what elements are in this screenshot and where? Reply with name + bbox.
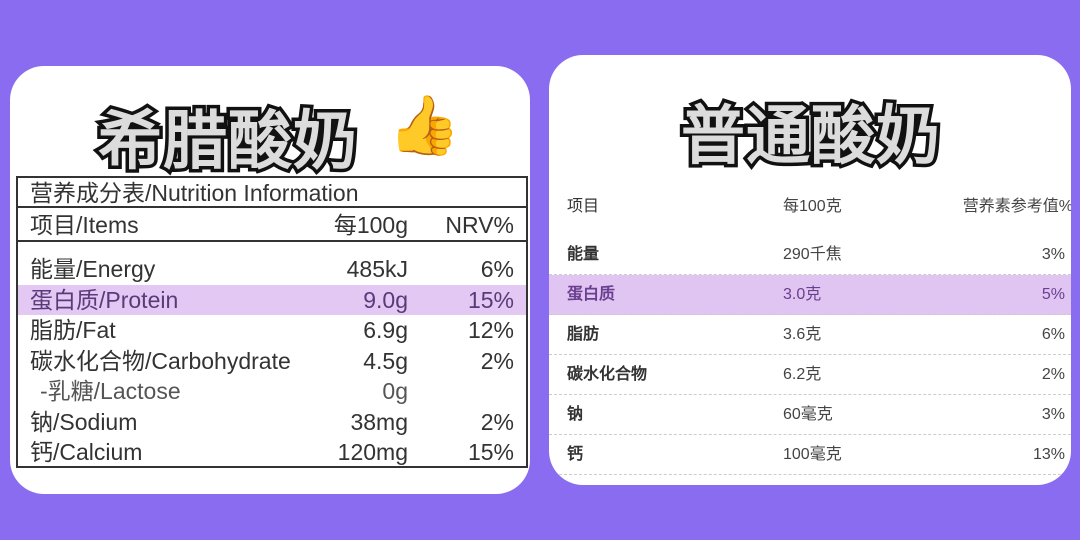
- table-row: -乳糖/Lactose 0g: [18, 376, 526, 406]
- per100-value: 9.0g: [363, 286, 408, 313]
- table-row: 脂肪/Fat 6.9g 12%: [18, 315, 526, 345]
- per100-value: 6.2克: [783, 366, 822, 383]
- nutrition-table: 营养成分表/Nutrition Information 项目/Items 每10…: [16, 176, 528, 468]
- regular-yogurt-card: 普通酸奶 项目 每100克 营养素参考值% 能量 290千焦 3% 蛋白质 3.0克 5%…: [549, 55, 1071, 485]
- per100-value: 38mg: [350, 408, 408, 435]
- nrv-value: 2%: [480, 347, 514, 374]
- header-nrv: NRV%: [445, 212, 514, 238]
- item-name: 脂肪: [567, 326, 600, 343]
- per100-value: 290千焦: [783, 246, 842, 263]
- item-name: 钙/Calcium: [30, 439, 143, 465]
- nrv-value: 3%: [1041, 406, 1065, 423]
- per100-value: 6.9g: [363, 317, 408, 343]
- nrv-value: 15%: [467, 286, 514, 313]
- item-name: 能量: [567, 246, 600, 263]
- nrv-value: 15%: [467, 439, 514, 465]
- table-title: 营养成分表/Nutrition Information: [18, 178, 526, 208]
- item-name: -乳糖/Lactose: [40, 378, 181, 404]
- item-name: 蛋白质/Protein: [30, 286, 179, 313]
- table-header: 项目 每100克 营养素参考值%: [549, 195, 1071, 219]
- greek-yogurt-card: 希腊酸奶 👍 营养成分表/Nutrition Information 项目/It…: [10, 66, 530, 494]
- item-name: 碳水化合物/Carbohydrate: [30, 347, 291, 374]
- per100-value: 120mg: [337, 439, 408, 465]
- nrv-value: 13%: [1032, 446, 1065, 463]
- table-row: 钠/Sodium 38mg 2%: [18, 407, 526, 437]
- item-name: 能量/Energy: [30, 256, 156, 282]
- table-row: 能量 290千焦 3%: [549, 235, 1071, 275]
- item-name: 钠/Sodium: [30, 408, 138, 435]
- per100-value: 3.6克: [783, 326, 822, 343]
- header-nrv: 营养素参考值%: [962, 198, 1071, 215]
- table-row: 碳水化合物/Carbohydrate 4.5g 2%: [18, 346, 526, 376]
- per100-value: 4.5g: [363, 347, 408, 374]
- nrv-value: 2%: [480, 408, 514, 435]
- table-row: 碳水化合物 6.2克 2%: [549, 355, 1071, 395]
- greek-yogurt-title: 希腊酸奶: [95, 102, 361, 181]
- per100-value: 100毫克: [783, 446, 842, 463]
- item-name: 蛋白质: [567, 286, 616, 303]
- per100-value: 60毫克: [783, 406, 833, 423]
- nrv-value: 12%: [467, 317, 514, 343]
- table-row: 蛋白质/Protein 9.0g 15%: [18, 284, 526, 315]
- nrv-value: 5%: [1041, 286, 1065, 303]
- table-row: 脂肪 3.6克 6%: [549, 315, 1071, 355]
- table-row: 蛋白质 3.0克 5%: [549, 275, 1071, 315]
- nrv-value: 2%: [1041, 366, 1065, 383]
- table-row: 钙 100毫克 13%: [549, 435, 1071, 475]
- per100-value: 485kJ: [346, 256, 408, 282]
- table-row: 能量/Energy 485kJ 6%: [18, 254, 526, 284]
- header-items: 项目/Items: [30, 212, 139, 238]
- item-name: 钠: [567, 406, 584, 423]
- nrv-value: 3%: [1041, 246, 1065, 263]
- nrv-value: 6%: [480, 256, 514, 282]
- item-name: 脂肪/Fat: [30, 317, 116, 343]
- header-per100: 每100克: [783, 198, 842, 215]
- header-items: 项目: [567, 198, 600, 215]
- per100-value: 3.0克: [783, 286, 822, 303]
- table-row: 钠 60毫克 3%: [549, 395, 1071, 435]
- table-row: 钙/Calcium 120mg 15%: [18, 437, 526, 467]
- regular-yogurt-title: 普通酸奶: [678, 97, 944, 176]
- item-name: 碳水化合物: [567, 366, 648, 383]
- per100-value: 0g: [382, 378, 408, 404]
- header-per100: 每100g: [333, 212, 408, 238]
- table-header: 项目/Items 每100g NRV%: [18, 208, 526, 242]
- nrv-value: 6%: [1041, 326, 1065, 343]
- thumbs-up-icon: 👍: [388, 93, 461, 158]
- item-name: 钙: [567, 446, 584, 463]
